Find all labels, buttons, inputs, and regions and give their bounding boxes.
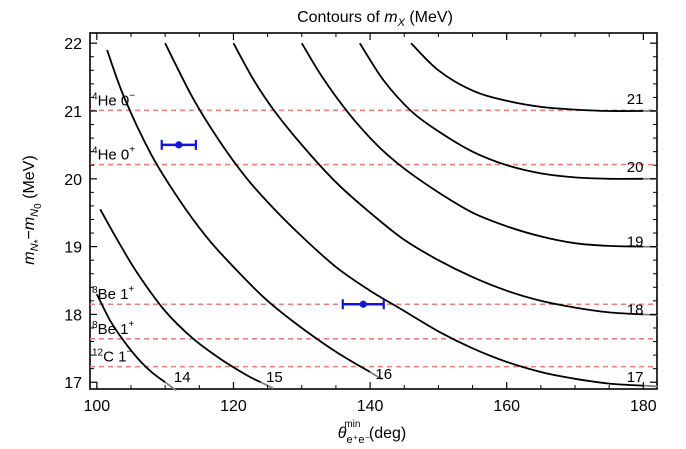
contour-tail — [164, 381, 177, 392]
x-tick-label: 160 — [493, 398, 520, 415]
contour-label: 20 — [627, 159, 644, 176]
y-axis-title: mN*−mN0 (MeV) — [21, 155, 44, 264]
contour-label: 17 — [627, 369, 644, 386]
y-tick-label: 19 — [64, 240, 82, 257]
data-points — [160, 139, 385, 310]
x-tick-label: 100 — [83, 398, 110, 415]
contour-line — [301, 42, 644, 248]
level-label: 12C 1− — [92, 347, 132, 366]
x-tick-label: 140 — [357, 398, 384, 415]
contour-line — [232, 42, 644, 316]
y-tick-label: 22 — [64, 36, 82, 53]
contour-line — [164, 42, 644, 387]
contour-line — [359, 42, 644, 180]
contour-tail — [643, 384, 658, 388]
level-label: 4He 0− — [92, 90, 135, 109]
contour-line — [410, 42, 644, 112]
reference-levels: 4He 0− 4He 0+ 8Be 1+ 8Be 1+ 12C 1− — [90, 90, 657, 368]
contours: 14 15 16 17 18 19 20 21 — [95, 42, 658, 392]
contour-label: 16 — [375, 366, 392, 383]
contour-line — [99, 208, 262, 384]
contour-label: 15 — [266, 369, 283, 386]
x-tick-label: 180 — [630, 398, 657, 415]
axis-ticks: 100 120 140 160 180 17 18 19 20 21 22 — [64, 33, 657, 415]
data-point — [359, 300, 367, 308]
contour-label: 21 — [627, 91, 644, 108]
data-point — [175, 141, 183, 149]
y-tick-label: 17 — [64, 375, 82, 392]
level-label: 8Be 1+ — [92, 319, 134, 338]
x-tick-label: 120 — [220, 398, 247, 415]
contour-label: 19 — [627, 234, 644, 251]
level-label: 4He 0+ — [92, 145, 135, 164]
plot-frame — [89, 32, 658, 390]
x-axis-title: θe⁺e⁻min (deg) — [338, 419, 406, 446]
contour-tail — [369, 371, 383, 380]
level-label: 8Be 1+ — [92, 284, 134, 303]
y-tick-label: 20 — [64, 172, 82, 189]
contour-line — [106, 49, 371, 373]
y-tick-label: 18 — [64, 307, 82, 324]
y-tick-label: 21 — [64, 104, 82, 121]
contour-tail — [260, 381, 274, 390]
contour-label: 18 — [627, 301, 644, 318]
chart-title: Contours of mX (MeV) — [297, 9, 453, 29]
contour-label: 14 — [174, 369, 191, 386]
contour-line — [95, 293, 166, 383]
